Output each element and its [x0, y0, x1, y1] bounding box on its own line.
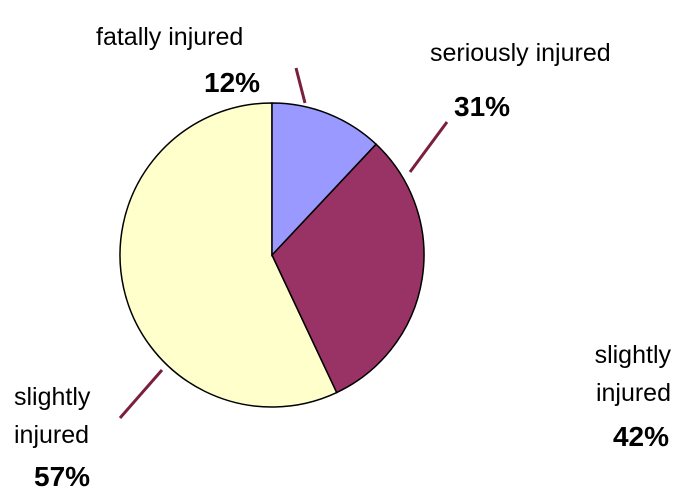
slice-value-label: 57% — [34, 461, 91, 492]
annotation-label: 42% — [612, 421, 669, 452]
annotation-text: slightly injured — [594, 341, 671, 407]
slice-label: slightly injured — [14, 383, 91, 449]
leader-line — [294, 67, 307, 104]
slice-label: fatally injured — [96, 23, 244, 51]
slice-value-label: 31% — [454, 91, 511, 122]
pie-slice — [271, 143, 425, 394]
slice-label: seriously injured — [430, 39, 611, 67]
pie-slice — [271, 102, 378, 257]
slice-value-label: 12% — [204, 67, 261, 98]
pie-slice — [119, 102, 338, 408]
leader-line — [118, 369, 164, 419]
leader-line — [408, 121, 449, 173]
